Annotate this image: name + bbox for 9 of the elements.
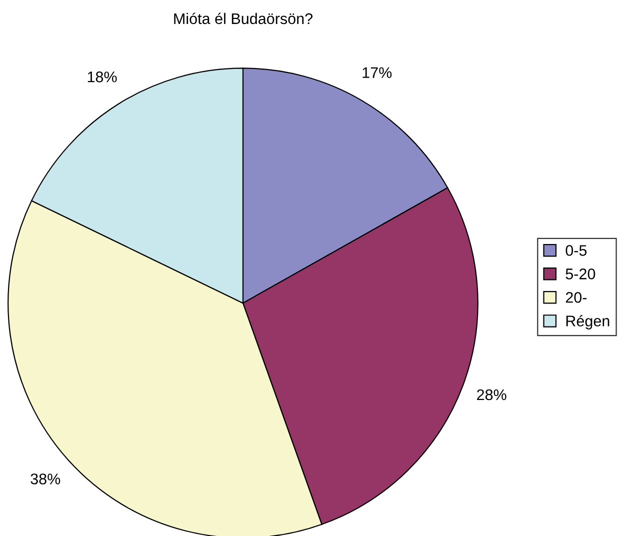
chart-title: Mióta él Budaörsön?: [174, 12, 313, 24]
legend-label: 20-: [566, 292, 587, 303]
legend-label: 0-5: [566, 245, 587, 256]
legend-label: Régen: [566, 315, 610, 330]
data-label: 28%: [477, 389, 506, 400]
data-label: 17%: [362, 67, 392, 78]
legend-label: 5-20: [566, 268, 596, 280]
data-label: 18%: [88, 72, 117, 82]
data-label: 38%: [30, 474, 60, 484]
